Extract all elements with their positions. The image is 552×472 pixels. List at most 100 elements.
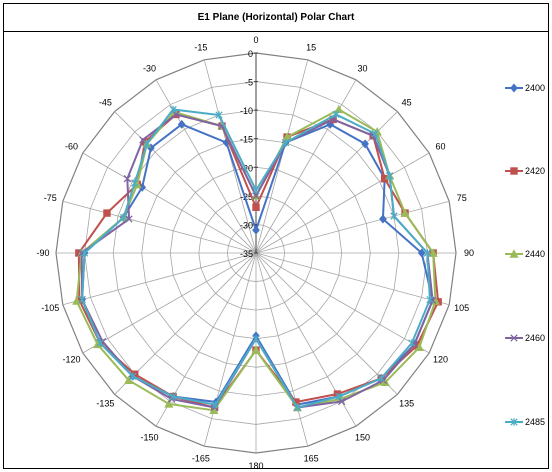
angle-tick-label: 180 [248,461,263,471]
data-point [423,249,432,257]
radial-tick-labels: 0 -5 -10 -15 -20 -25 -30 -35 [240,49,258,259]
radial-tick-label: 0 [248,49,253,59]
angle-tick-label: 60 [435,142,445,152]
data-point [143,140,151,148]
angle-tick-label: -30 [143,64,156,74]
grid-spoke [82,252,257,354]
angle-tick-label: -45 [99,97,112,107]
series-line [81,123,434,406]
data-point [169,105,177,114]
data-point [281,138,290,147]
angle-tick-label: 45 [402,97,412,107]
legend: 2400 2420 2440 2460 2485 [505,83,545,427]
data-point [428,248,438,257]
angle-tick-label: -15 [194,42,207,52]
data-point [338,397,346,406]
data-point [390,212,398,220]
grid-spoke [255,252,450,306]
data-point [510,83,518,93]
data-point [72,296,82,305]
angle-tick-label: -150 [140,433,158,443]
radial-tick-label: -20 [240,163,253,173]
grid-spoke [255,152,430,254]
angle-tick-label: -105 [41,303,59,313]
legend-label: 2485 [525,417,545,427]
data-point [172,110,180,119]
legend-label: 2400 [525,83,545,93]
series-2485 [78,105,434,412]
angle-tick-label: 120 [433,355,448,365]
angle-tick-label: 30 [357,64,367,74]
data-point [96,339,104,347]
data-point [509,249,519,258]
data-point [169,392,177,401]
radial-tick-label: -35 [240,249,253,259]
series-lines [72,104,442,415]
radial-tick-label: -15 [240,135,253,145]
data-point [326,119,335,129]
data-point [252,186,260,194]
data-point [251,345,261,354]
legend-label: 2440 [525,249,545,259]
angle-tick-label: -75 [44,193,57,203]
data-point [510,167,518,175]
legend-item: 2485 [505,417,545,427]
legend-label: 2460 [525,333,545,343]
chart-title: E1 Plane (Horizontal) Polar Chart [4,4,548,32]
data-point [293,403,302,412]
data-point [408,339,416,347]
grid-spoke [62,252,257,306]
legend-item: 2460 [505,333,545,343]
legend-item: 2400 [505,83,545,93]
data-point [379,214,387,224]
angle-tick-label: 0 [253,35,258,45]
angle-tick-label: 90 [464,248,474,258]
data-point [252,335,260,343]
data-point [124,375,134,384]
data-point [334,104,344,114]
data-point [371,130,379,138]
radial-tick-label: -5 [245,78,253,88]
angle-tick-label: -90 [36,248,49,258]
grid-spoke [255,252,398,395]
grid-spoke [114,111,257,254]
data-point [129,372,137,380]
data-point [400,208,410,217]
data-point [426,295,434,304]
data-point [252,192,260,200]
data-point [123,175,131,183]
data-point [215,111,223,119]
data-point [417,248,426,258]
angle-tick-label: -120 [62,355,80,365]
data-point [211,401,219,409]
data-point [510,334,518,342]
data-point [119,213,128,222]
grid-spoke [255,252,430,354]
data-point [385,172,394,180]
data-point [252,203,260,211]
angle-tick-label: 75 [457,193,467,203]
chart-frame: E1 Plane (Horizontal) Polar Chart [3,3,549,469]
data-point [377,374,385,382]
angle-tick-label: -135 [96,399,114,409]
radial-tick-label: -30 [240,220,253,230]
data-point [361,139,369,149]
angle-tick-label: 15 [306,42,316,52]
grid-spoke [255,200,450,254]
data-point [335,392,343,401]
data-point [510,418,518,426]
data-point [332,110,340,119]
data-point [164,399,174,408]
grid-spoke [255,252,309,447]
angle-tick-label: 165 [304,454,319,464]
legend-label: 2420 [525,166,545,176]
angle-tick-label: 105 [454,303,469,313]
legend-item: 2440 [505,249,545,259]
grid-spoke [62,200,257,254]
angle-tick-label: -165 [192,454,210,464]
angle-tick-label: 150 [355,433,370,443]
data-point [103,209,111,217]
angle-tick-labels: 0153045607590105120135150165180-165-150-… [36,35,474,471]
radial-tick-label: -10 [240,106,253,116]
